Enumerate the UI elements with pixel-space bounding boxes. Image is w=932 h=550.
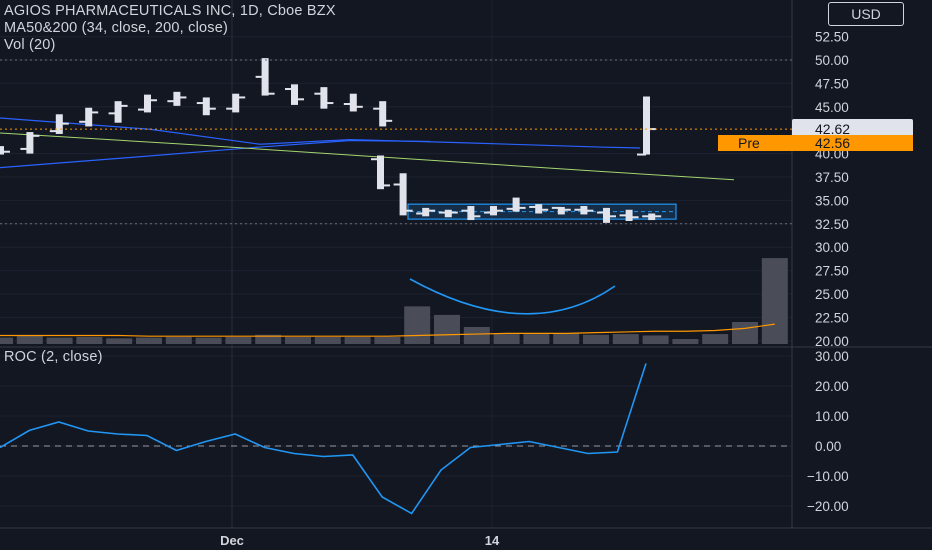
price-pane[interactable] xyxy=(0,0,932,529)
volume-bar xyxy=(314,336,341,344)
volume-bar xyxy=(761,258,788,344)
volume-bar xyxy=(255,334,282,344)
last-price-value: 42.62 xyxy=(815,121,850,137)
price-tick-label: 20.00 xyxy=(815,334,849,349)
ohlc-bar-body xyxy=(349,93,357,112)
volume-bar xyxy=(195,337,222,344)
volume-bar xyxy=(612,334,639,344)
time-tick-label: Dec xyxy=(220,533,244,548)
volume-arc-curve xyxy=(409,278,616,315)
price-tick-label: 25.00 xyxy=(815,287,849,302)
ohlc-bar-body xyxy=(232,93,240,113)
volume-bar xyxy=(76,336,103,344)
price-tick-label: 22.50 xyxy=(815,310,849,325)
volume-bar xyxy=(16,335,43,344)
roc-tick-label: 20.00 xyxy=(815,379,849,394)
price-tick-label: 35.00 xyxy=(815,193,849,208)
moving-average-lines xyxy=(0,117,735,181)
ohlc-bar-body xyxy=(144,94,151,113)
volume-bar xyxy=(702,334,729,344)
currency-button[interactable]: USD xyxy=(828,2,904,26)
ohlc-bar-body xyxy=(85,107,93,127)
ohlc-bar-body xyxy=(261,58,269,96)
roc-tick-label: 0.00 xyxy=(815,439,841,454)
price-tick-label: 45.00 xyxy=(815,100,849,115)
pre-market-value: 42.56 xyxy=(815,135,850,151)
ohlc-bar-body xyxy=(202,97,210,116)
price-tick-label: 32.50 xyxy=(815,217,849,232)
price-tick-label: 47.50 xyxy=(815,76,849,91)
price-tick-label: 37.50 xyxy=(815,170,849,185)
volume-bar xyxy=(463,326,490,344)
roc-line-path xyxy=(0,363,647,515)
volume-bar xyxy=(672,339,699,344)
volume-bar xyxy=(434,314,460,344)
roc-tick-label: 30.00 xyxy=(815,349,849,364)
volume-bar xyxy=(374,336,401,344)
price-tick-label: 30.00 xyxy=(815,240,849,255)
price-tags: 42.62 Pre 42.56 xyxy=(718,119,913,151)
volume-bar xyxy=(165,336,192,344)
price-tick-label: 50.00 xyxy=(815,53,849,68)
ohlc-bar-body xyxy=(512,197,520,212)
ohlc-bar-body xyxy=(114,101,122,123)
volume-bar xyxy=(732,321,758,344)
time-tick-label: 14 xyxy=(485,533,500,548)
last-price-tag xyxy=(792,119,913,138)
ohlc-bar-body xyxy=(173,91,181,106)
price-tick-label: 52.50 xyxy=(815,30,849,45)
volume-bar xyxy=(523,334,550,344)
chart-title: AGIOS PHARMACEUTICALS INC, 1D, Cboe BZX xyxy=(4,3,336,19)
price-tick-label: 27.50 xyxy=(815,264,849,279)
volume-bar xyxy=(493,334,520,344)
volume-legend: Vol (20) xyxy=(4,37,56,53)
ma-legend: MA50&200 (34, close, 200, close) xyxy=(4,20,229,36)
volume-arc-drawing[interactable] xyxy=(409,278,616,315)
roc-tick-label: −20.00 xyxy=(807,499,849,514)
ohlc-bar-body xyxy=(625,209,633,221)
ohlc-bar-body xyxy=(320,87,328,109)
roc-line xyxy=(0,363,792,515)
ma-fast-line-2 xyxy=(0,139,431,169)
volume-bar xyxy=(106,338,133,344)
volume-bar xyxy=(136,337,162,344)
time-axis[interactable]: Dec 14 xyxy=(220,533,500,548)
ohlc-bars xyxy=(0,58,662,223)
roc-legend: ROC (2, close) xyxy=(4,349,103,365)
pre-market-tag xyxy=(718,135,913,151)
roc-tick-label: −10.00 xyxy=(807,469,849,484)
ohlc-bar-body xyxy=(291,84,298,105)
ohlc-bar-body xyxy=(643,96,650,155)
volume-bar xyxy=(285,336,311,344)
volume-ma-line xyxy=(0,323,775,337)
ohlc-bar-body xyxy=(379,101,387,127)
ohlc-bar-body xyxy=(377,155,384,190)
volume-bar xyxy=(46,337,73,344)
ohlc-bar-body xyxy=(26,132,34,154)
ma-fast-line xyxy=(0,117,641,149)
roc-pane[interactable] xyxy=(0,363,792,515)
volume-bar xyxy=(642,335,669,344)
volume-bar xyxy=(225,336,252,344)
volume-bar xyxy=(0,337,13,344)
volume-bars xyxy=(0,258,788,344)
ma-slow-line xyxy=(0,132,735,181)
volume-ma-line xyxy=(0,323,775,337)
roc-tick-label: 10.00 xyxy=(815,409,849,424)
volume-bar xyxy=(553,333,580,344)
volume-bar xyxy=(344,336,371,344)
volume-bar xyxy=(583,334,609,344)
pre-market-label: Pre xyxy=(738,135,760,151)
volume-bar xyxy=(404,306,431,344)
price-axis[interactable]: 52.5050.0047.5045.0040.0037.5035.0032.50… xyxy=(807,30,849,514)
grid-lines xyxy=(0,0,932,529)
ohlc-bar-body xyxy=(399,173,407,216)
ohlc-bar-body xyxy=(422,207,430,217)
ohlc-bar-body xyxy=(0,146,4,155)
horizontal-lines xyxy=(0,59,792,225)
ohlc-bar-body xyxy=(467,206,475,221)
